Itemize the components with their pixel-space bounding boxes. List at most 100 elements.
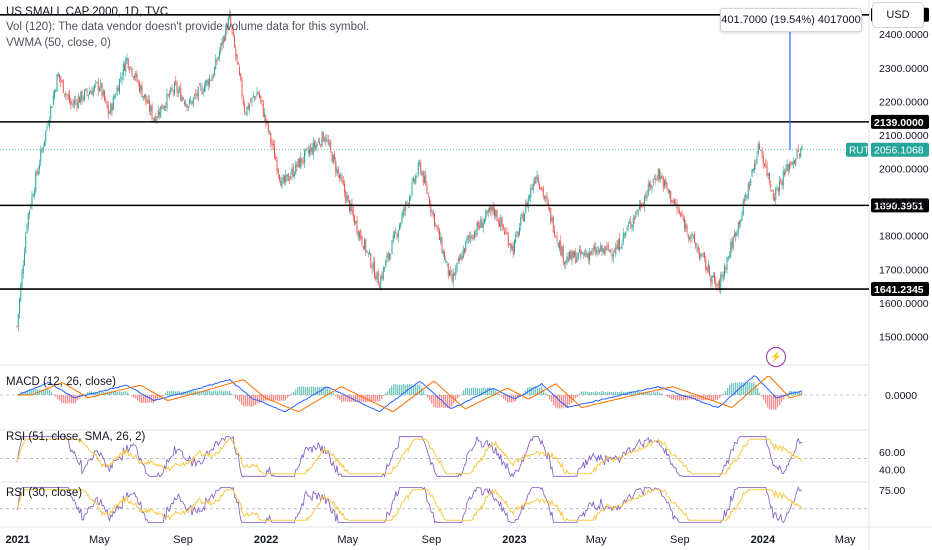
macd-hist-bar: [317, 386, 319, 395]
candle-body: [572, 251, 574, 259]
macd-hist-bar: [463, 390, 465, 395]
candle-body: [65, 93, 67, 95]
macd-hist-bar: [801, 391, 803, 395]
candle-body: [112, 96, 114, 111]
level-label-2: 1890.3951: [874, 200, 924, 212]
candle-body: [764, 164, 766, 166]
macd-hist-bar: [563, 395, 565, 408]
candle-body: [687, 234, 689, 238]
level-tag-3: [871, 282, 929, 297]
candles-group: [16, 9, 803, 332]
macd-hist-bar: [695, 395, 697, 400]
macd-hist-bar: [477, 388, 479, 395]
macd-hist-bar: [287, 395, 289, 398]
macd-hist-bar: [23, 392, 25, 395]
candle-body: [91, 90, 93, 95]
macd-hist-bar: [719, 395, 721, 398]
candle-body: [725, 268, 727, 270]
macd-hist-bar: [329, 389, 331, 395]
candle-body: [651, 185, 653, 189]
candle-body: [536, 174, 538, 179]
macd-hist-bar: [205, 390, 207, 395]
macd-hist-bar: [665, 395, 667, 396]
macd-hist-bar: [707, 395, 709, 401]
candle-body: [556, 236, 558, 241]
macd-hist-bar: [705, 395, 707, 401]
rsi51-tick-1: 40.00: [879, 464, 905, 476]
candle-body: [156, 117, 158, 120]
candle-body: [514, 240, 516, 253]
candle-body: [120, 77, 122, 79]
candle-body: [700, 254, 702, 257]
candle-body: [394, 232, 396, 238]
candle-body: [644, 197, 646, 207]
candle-body: [544, 196, 546, 199]
candle-body: [767, 173, 769, 176]
candle-body: [495, 210, 497, 217]
macd-hist-bar: [631, 391, 633, 395]
candle-body: [472, 237, 474, 240]
currency-button[interactable]: USD: [872, 2, 924, 28]
candle-body: [47, 124, 49, 126]
candle-body: [390, 255, 392, 257]
macd-hist-bar: [425, 394, 427, 395]
macd-hist-bar: [741, 382, 743, 395]
candle-body: [785, 169, 787, 174]
macd-hist-bar: [629, 391, 631, 395]
macd-hist-bar: [429, 395, 431, 401]
macd-label[interactable]: MACD (12, 26, close): [6, 376, 116, 388]
macd-hist-bar: [291, 393, 293, 395]
rsi30-label[interactable]: RSI (30, close): [6, 487, 83, 499]
rsi51-label[interactable]: RSI (51, close, SMA, 26, 2): [6, 431, 146, 443]
candle-body: [667, 190, 669, 192]
rsi30-line: [16, 486, 802, 524]
lightning-bolt-icon[interactable]: ⚡: [766, 347, 786, 367]
macd-hist-bar: [443, 395, 445, 408]
candle-body: [366, 250, 368, 252]
candle-body: [132, 76, 134, 78]
candle-body: [666, 182, 668, 190]
candle-body: [414, 179, 416, 182]
macd-hist-bar: [487, 387, 489, 395]
candle-body: [474, 231, 476, 239]
macd-hist-bar: [537, 387, 539, 395]
candle-body: [256, 92, 258, 97]
candle-body: [641, 205, 643, 208]
macd-hist-bar: [119, 391, 121, 395]
candle-body: [56, 74, 58, 92]
macd-hist-bar: [453, 395, 455, 404]
candle-body: [277, 169, 279, 174]
macd-hist-bar: [189, 390, 191, 395]
macd-hist-bar: [717, 395, 719, 400]
candle-body: [344, 183, 346, 193]
measure-arrow[interactable]: [783, 13, 797, 150]
candle-body: [605, 246, 607, 251]
macd-hist-bar: [623, 391, 625, 395]
candle-body: [365, 239, 367, 253]
candle-body: [259, 93, 261, 98]
vwma-label[interactable]: VWMA (50, close, 0): [6, 37, 111, 49]
price-tick-8: 2300.0000: [879, 63, 929, 75]
candle-body: [154, 118, 156, 122]
candle-body: [409, 196, 411, 205]
candle-body: [657, 169, 659, 180]
candle-body: [212, 75, 214, 78]
candle-body: [636, 210, 638, 213]
macd-hist-bar: [67, 395, 69, 404]
candle-body: [754, 163, 756, 170]
time-tick-1: May: [89, 534, 110, 546]
candle-body: [742, 200, 744, 215]
candle-body: [655, 178, 657, 181]
macd-hist-bar: [249, 395, 251, 407]
candle-body: [477, 221, 479, 228]
candle-body: [352, 209, 354, 217]
candle-body: [57, 73, 59, 77]
candle-body: [759, 144, 761, 149]
macd-hist-bar: [547, 395, 549, 396]
time-tick-10: May: [835, 534, 856, 546]
candle-body: [401, 214, 403, 223]
candle-body: [569, 251, 571, 260]
macd-hist-bar: [483, 387, 485, 395]
candle-body: [302, 161, 304, 162]
